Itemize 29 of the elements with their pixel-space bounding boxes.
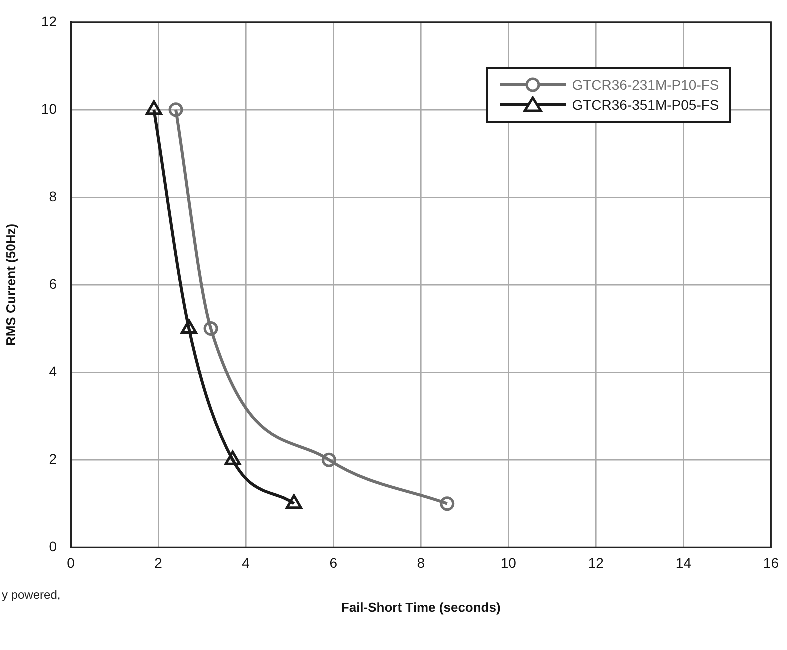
y-tick-label: 10 — [41, 100, 58, 117]
x-tick-label: 0 — [67, 554, 76, 571]
point — [146, 100, 162, 116]
point — [286, 494, 302, 510]
legend-label: GTCR36-231M-P10-FS — [572, 77, 720, 94]
x-tick-label: 4 — [242, 554, 250, 571]
x-axis-title: Fail-Short Time (seconds) — [341, 600, 501, 615]
x-tick-label: 12 — [588, 554, 604, 571]
x-tick-label: 14 — [676, 554, 692, 571]
y-tick-label: 4 — [49, 363, 58, 380]
legend-label: GTCR36-351M-P05-FS — [572, 97, 720, 114]
x-tick-label: 16 — [763, 554, 780, 571]
y-tick-label: 2 — [49, 450, 58, 467]
y-tick-label: 0 — [49, 538, 58, 554]
text: y powered, — [2, 588, 61, 602]
x-tick-label: 8 — [417, 554, 426, 571]
point — [168, 102, 184, 118]
y-axis-title: RMS Current (50Hz) — [3, 224, 18, 346]
y-tick-label: 12 — [41, 13, 58, 30]
point — [204, 322, 218, 336]
x-tick-label: 10 — [500, 554, 517, 571]
point — [180, 320, 198, 334]
y-tick-label: 8 — [49, 188, 58, 204]
point — [440, 496, 455, 512]
x-tick-label: 2 — [154, 554, 163, 571]
y-tick-label: 6 — [49, 276, 58, 292]
point — [224, 450, 242, 466]
point — [322, 452, 336, 468]
x-tick-label: 6 — [330, 554, 338, 571]
